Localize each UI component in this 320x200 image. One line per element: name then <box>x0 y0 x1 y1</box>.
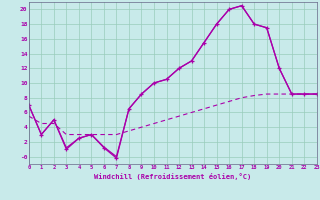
X-axis label: Windchill (Refroidissement éolien,°C): Windchill (Refroidissement éolien,°C) <box>94 173 252 180</box>
